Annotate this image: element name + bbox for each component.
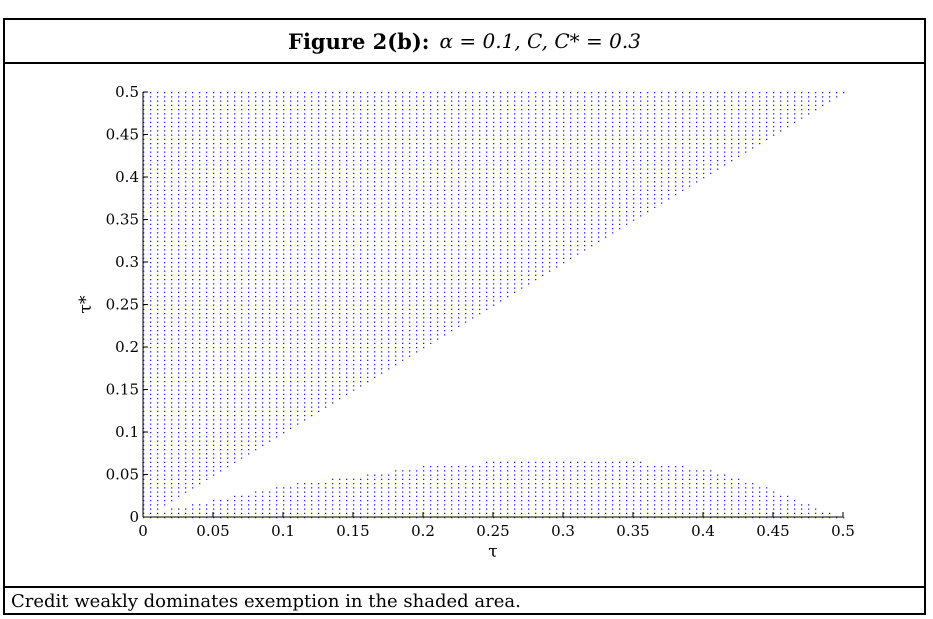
x-tick-label: 0: [138, 522, 148, 540]
x-tick-label: 0.45: [756, 522, 789, 540]
x-tick-label: 0.2: [411, 522, 435, 540]
figure-label: Figure 2(b):: [288, 28, 430, 54]
x-tick-label: 0.05: [196, 522, 229, 540]
x-tick-label: 0.15: [336, 522, 369, 540]
x-tick-label: 0.25: [476, 522, 509, 540]
x-tick-label: 0.1: [271, 522, 295, 540]
y-tick-label: 0: [129, 508, 139, 526]
x-tick-label: 0.5: [831, 522, 855, 540]
y-tick-label: 0.45: [106, 126, 139, 144]
y-tick-label: 0.35: [106, 211, 139, 229]
y-tick-label: 0.1: [115, 423, 139, 441]
figure-title: Figure 2(b): α = 0.1, C, C* = 0.3: [5, 20, 924, 64]
caption-text: Credit weakly dominates exemption in the…: [11, 591, 521, 612]
y-tick-label: 0.15: [106, 381, 139, 399]
scatter-points: [143, 92, 845, 519]
x-tick-label: 0.4: [691, 522, 715, 540]
figure-caption: Credit weakly dominates exemption in the…: [5, 586, 924, 615]
x-tick-label: 0.3: [551, 522, 575, 540]
x-tick-label: 0.35: [616, 522, 649, 540]
figure-frame: Figure 2(b): α = 0.1, C, C* = 0.3 Credit…: [3, 18, 926, 615]
shaded-points: [143, 92, 845, 519]
y-tick-label: 0.25: [106, 296, 139, 314]
y-axis-label: τ*: [76, 295, 96, 313]
y-tick-label: 0.2: [115, 338, 139, 356]
y-tick-label: 0.3: [115, 253, 139, 271]
y-tick-label: 0.4: [115, 168, 139, 186]
x-axis-label: τ: [488, 542, 497, 562]
figure-equation: α = 0.1, C, C* = 0.3: [439, 29, 641, 53]
axes: 0 0.05 0.1 0.15 0.2 0.25 0.3 0.35 0.4 0.45 0.5 0 0.0…: [76, 83, 855, 562]
y-tick-label: 0.5: [115, 83, 139, 101]
y-tick-label: 0.05: [106, 466, 139, 484]
